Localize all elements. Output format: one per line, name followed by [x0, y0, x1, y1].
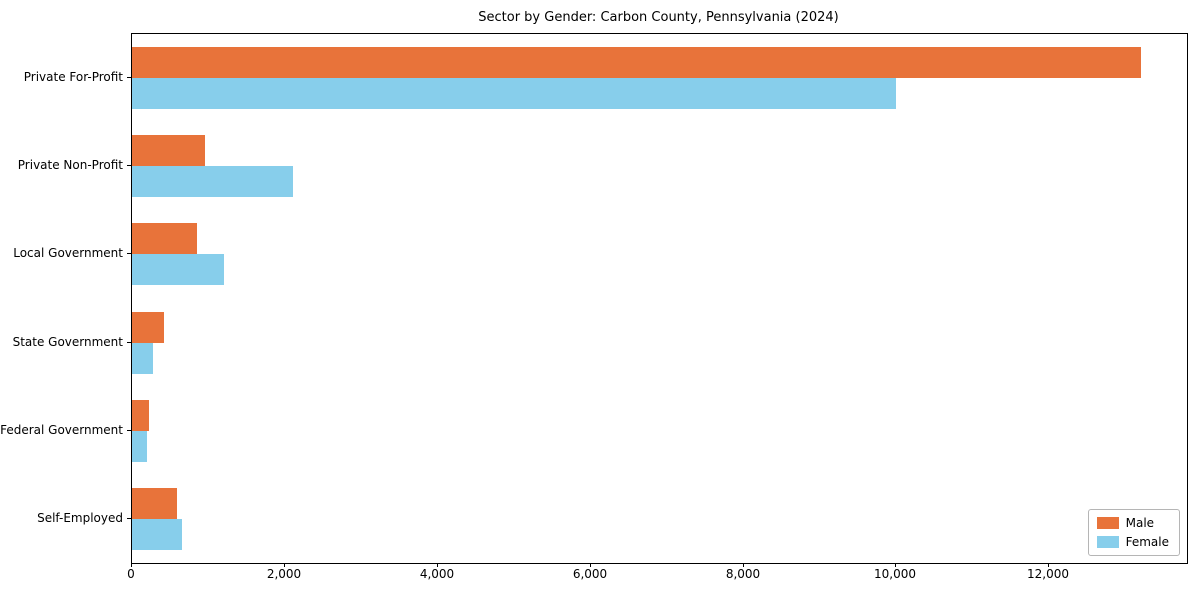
y-tick-label: Private Non-Profit: [17, 158, 123, 173]
x-tick-mark: [743, 563, 744, 567]
x-tick-label: 0: [127, 567, 135, 581]
x-tick-label: 6,000: [572, 567, 608, 581]
y-tick-label: Federal Government: [0, 422, 123, 437]
legend-label-male: Male: [1125, 516, 1155, 530]
x-tick-mark: [895, 563, 896, 567]
x-tick-mark: [284, 563, 285, 567]
bar-male-4: [132, 311, 164, 343]
y-tick-label: Self-Employed: [37, 510, 123, 525]
legend-label-female: Female: [1125, 535, 1169, 549]
bar-female-5: [132, 430, 147, 462]
x-tick-label: 10,000: [874, 567, 916, 581]
legend: Male Female: [1087, 509, 1180, 556]
bar-male-2: [132, 135, 205, 167]
y-tick-label: Private For-Profit: [23, 70, 123, 85]
y-tick-mark: [127, 342, 131, 343]
female-series-swatch: [1096, 536, 1119, 548]
legend-entry-male: Male: [1096, 516, 1169, 530]
bar-female-4: [132, 342, 153, 374]
y-tick-label: State Government: [12, 334, 123, 349]
plot-area: Male Female: [131, 33, 1188, 564]
bar-female-2: [132, 166, 293, 198]
x-tick-mark: [131, 563, 132, 567]
bar-female-6: [132, 518, 182, 550]
bar-male-6: [132, 487, 177, 519]
x-tick-label: 4,000: [419, 567, 455, 581]
legend-entry-female: Female: [1096, 535, 1169, 549]
x-tick-label: 2,000: [266, 567, 302, 581]
y-tick-mark: [127, 518, 131, 519]
male-series-swatch: [1096, 517, 1119, 529]
y-tick-mark: [127, 430, 131, 431]
chart-title: Sector by Gender: Carbon County, Pennsyl…: [478, 10, 839, 25]
bar-female-3: [132, 254, 224, 286]
bar-male-5: [132, 399, 149, 431]
bar-female-1: [132, 78, 896, 110]
x-tick-mark: [590, 563, 591, 567]
x-tick-mark: [1048, 563, 1049, 567]
y-tick-mark: [127, 253, 131, 254]
y-tick-mark: [127, 165, 131, 166]
x-tick-label: 8,000: [725, 567, 761, 581]
bar-male-1: [132, 47, 1141, 79]
y-tick-mark: [127, 77, 131, 78]
x-tick-label: 12,000: [1027, 567, 1069, 581]
y-tick-label: Local Government: [13, 246, 123, 261]
bar-male-3: [132, 223, 197, 255]
x-tick-mark: [437, 563, 438, 567]
